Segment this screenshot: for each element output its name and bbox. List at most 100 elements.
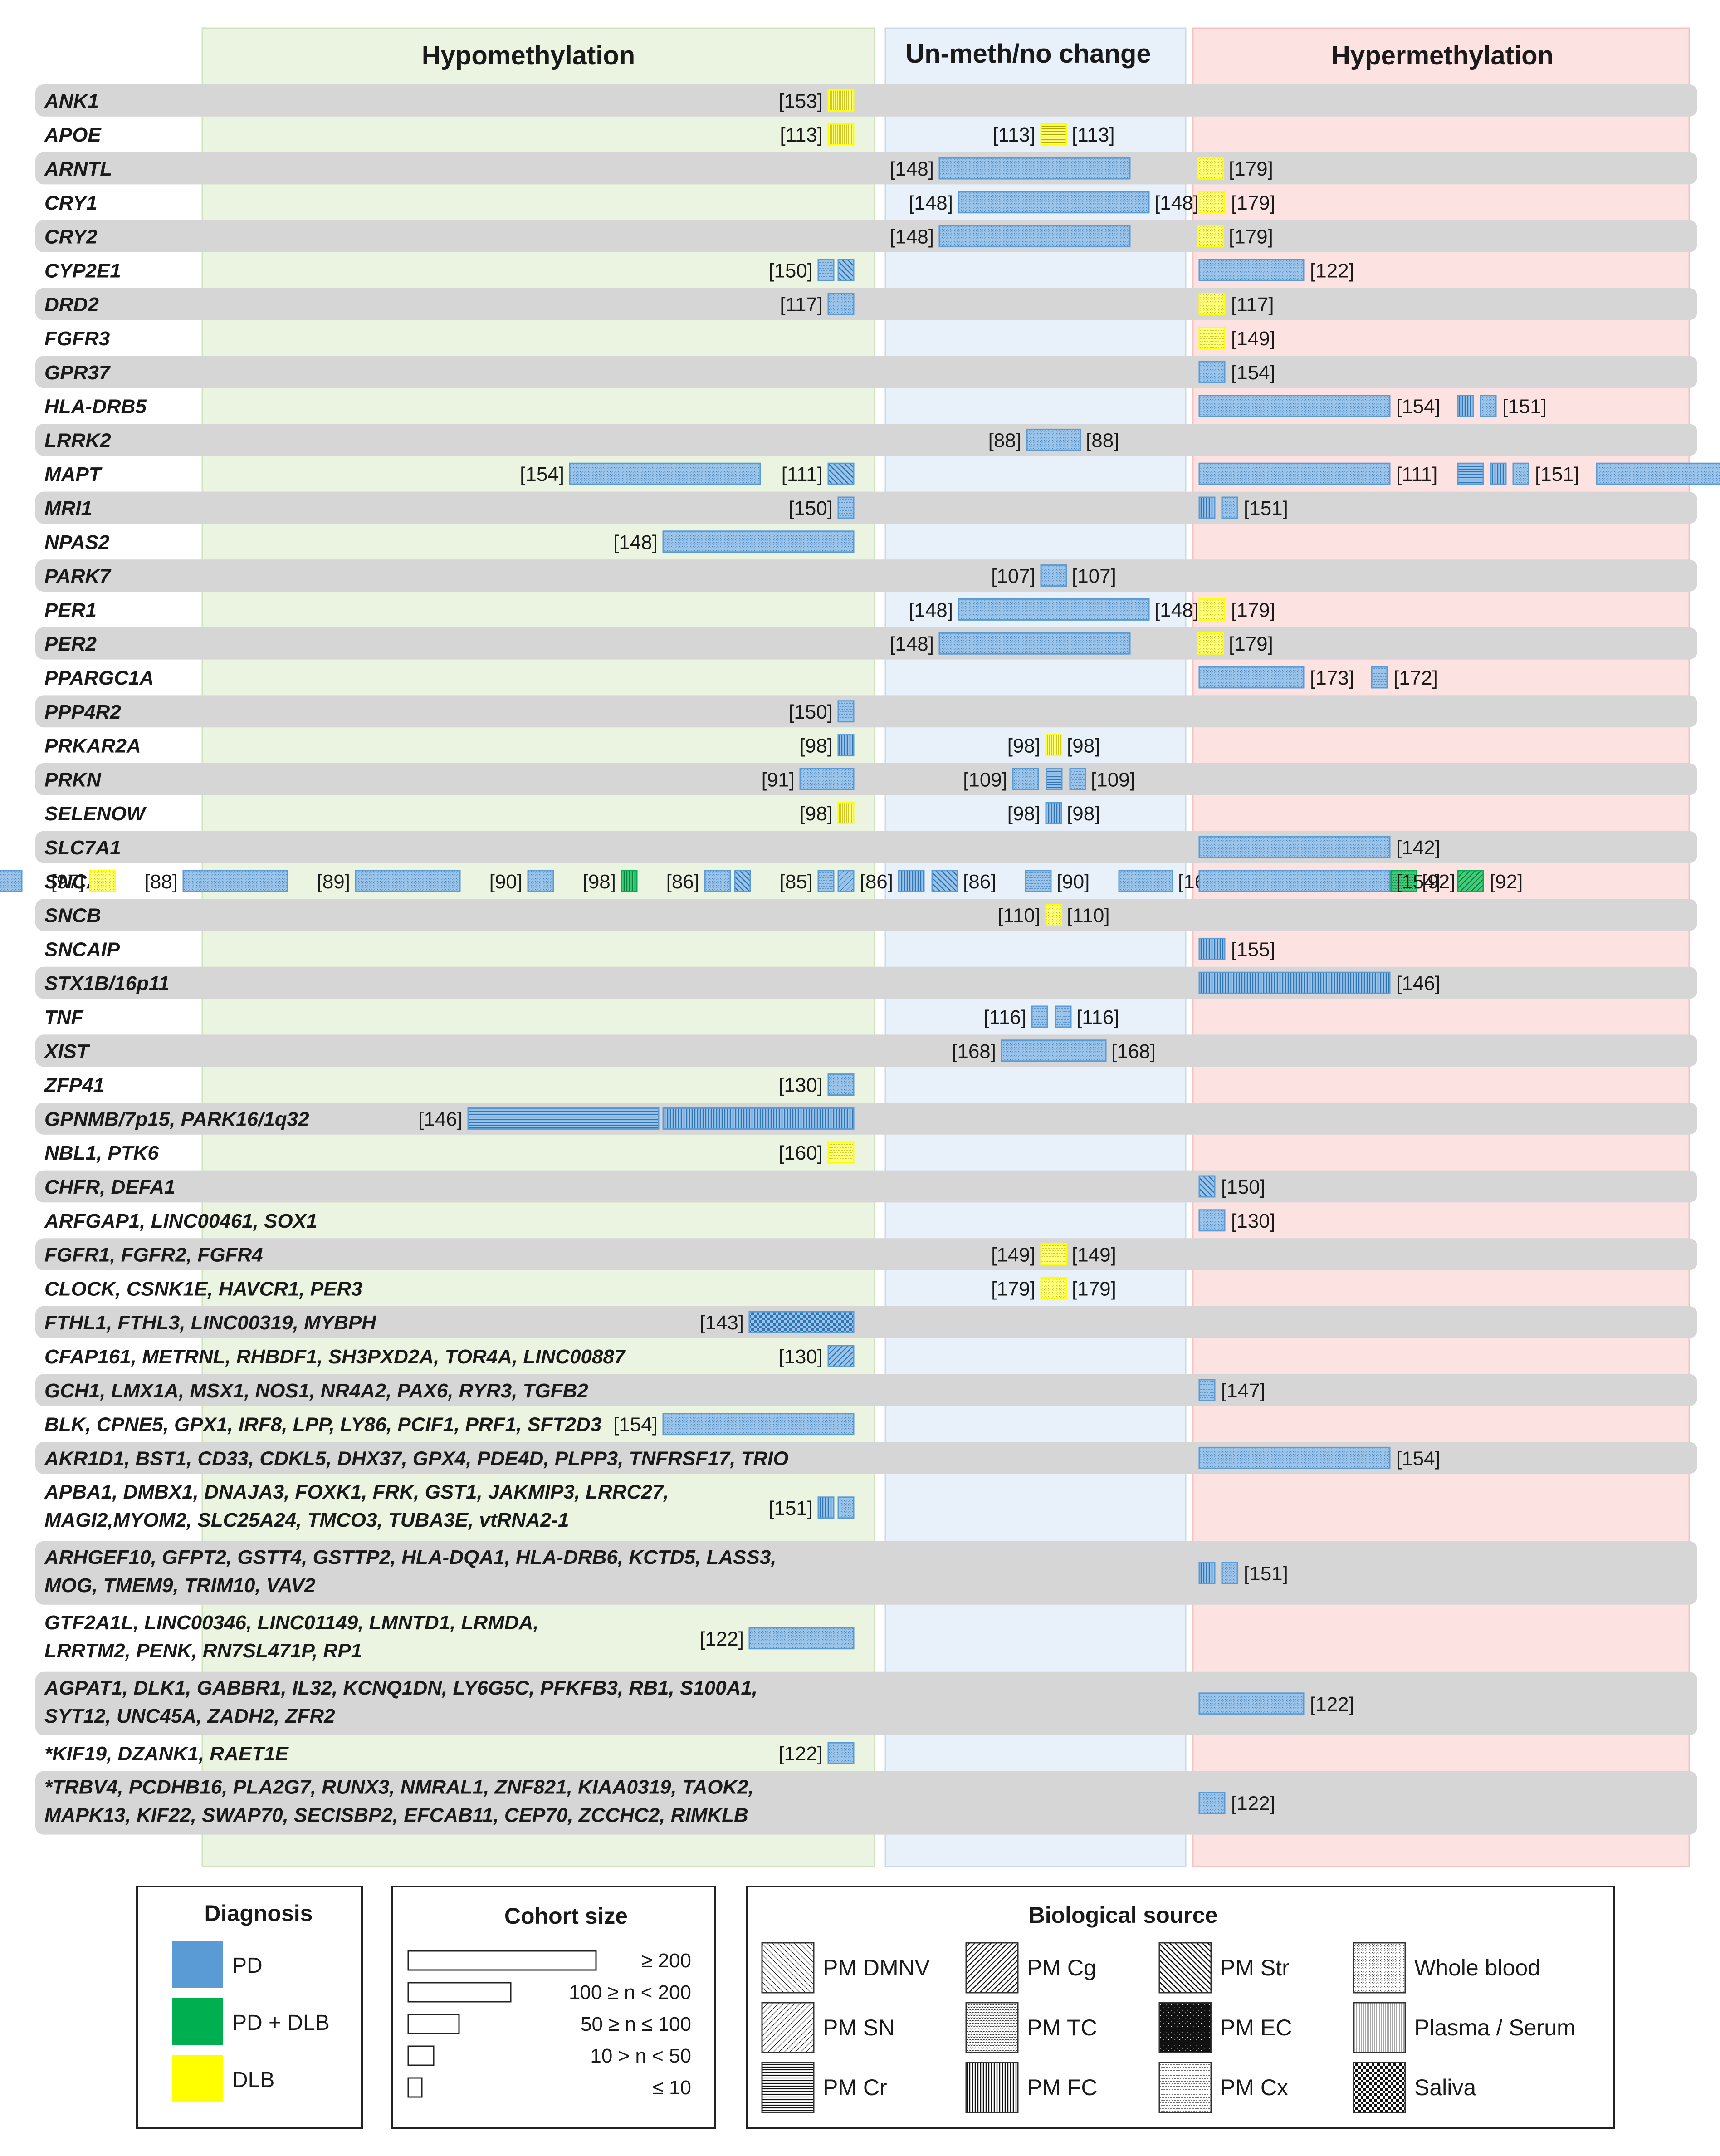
- citation-fgfr1-fgfr2-fgfr4-149: [149]: [1072, 1244, 1116, 1266]
- citation-mri1-151: [151]: [1244, 497, 1288, 519]
- citation-sncb-110: [110]: [997, 905, 1041, 927]
- row-stripe: [35, 627, 1697, 660]
- legend-source-swatch-saliva: [1353, 2062, 1406, 2113]
- mark-cry1-179: [1198, 191, 1226, 214]
- gene-label: XIST: [43, 1040, 90, 1063]
- legend-source-label-pm-str: PM Str: [1220, 1955, 1290, 1980]
- citation-ank1-153: [153]: [778, 90, 823, 112]
- legend-cohort-box: [391, 1886, 716, 2129]
- mark-arhgef10-gfpt2-gstt4-gsttp2-hla-dqa1-hla-drb6-kctd5-lass3-151: [1198, 1562, 1216, 1584]
- gene-label: AKR1D1, BST1, CD33, CDKL5, DHX37, GPX4, …: [44, 1447, 789, 1470]
- citation-gch1-lmx1a-msx1-nos1-nr4a2-pax6-ryr3-tgfb2-147: [147]: [1221, 1380, 1266, 1402]
- row-stripe: [35, 559, 1697, 592]
- mark-cry1-148: [958, 191, 1150, 214]
- legend-swatch-pd-dlb: [172, 1998, 223, 2045]
- mark-tnf-116: [1055, 1005, 1072, 1028]
- row-stripe: [35, 1170, 1697, 1203]
- mark-snca-85: [817, 870, 835, 892]
- mark-prkn-109: [1012, 768, 1039, 790]
- legend: Diagnosis Cohort size Biological source …: [136, 1886, 1615, 2129]
- gene-label: *KIF19, DZANK1, RAET1E: [44, 1743, 289, 1765]
- citation-fgfr3-149: [149]: [1231, 328, 1275, 350]
- mark-snca-86: [734, 870, 751, 892]
- mark-cry2-179: [1197, 225, 1224, 248]
- gene-label: ANK1: [44, 90, 99, 112]
- citation-arhgef10-gfpt2-gstt4-gsttp2-hla-dqa1-hla-drb6-kctd5-lass3-151: [151]: [1244, 1563, 1288, 1585]
- citation-park7-107: [107]: [1072, 565, 1116, 588]
- citation-mapt-154: [154]: [520, 463, 564, 485]
- mark-mapt-151: [1490, 462, 1507, 485]
- mark-mapt-154: [569, 462, 761, 485]
- citation-trbv4-pcdhb16-pla2g7-runx3-nmral1-znf821-kiaa0319-taok2-122: [122]: [1231, 1793, 1275, 1815]
- row-stripe: [35, 424, 1697, 456]
- citation-arntl-179: [179]: [1229, 158, 1273, 180]
- row-stripe: [35, 1034, 1697, 1067]
- citation-per2-148: [148]: [889, 633, 934, 655]
- mark-ppargc1a-173: [1198, 666, 1305, 689]
- citation-prkn-109: [109]: [1091, 769, 1135, 791]
- gene-label: CYP2E1: [44, 260, 121, 282]
- row-stripes: [35, 84, 1697, 1835]
- citation-akr1d1-bst1-cd33-cdkl5-dhx37-gpx4-pde4d-plpp3-tnfrsf17-trio-154: [154]: [1396, 1447, 1441, 1470]
- mark-snca-86: [704, 870, 731, 892]
- row-stripe: [35, 1671, 1697, 1735]
- citation-arfgap1-linc00461-sox1-130: [130]: [1231, 1210, 1275, 1232]
- mark-ppp4r2-150: [837, 700, 855, 723]
- citation-xist-168: [168]: [952, 1040, 996, 1063]
- gene-label: GTF2A1L, LINC00346, LINC01149, LMNTD1, L…: [44, 1612, 539, 1634]
- legend-source-label-pm-fc: PM FC: [1027, 2075, 1098, 2100]
- mark-selenow-98: [837, 802, 855, 824]
- gene-label: GPNMB/7p15, PARK16/1q32: [44, 1108, 309, 1130]
- legend-source-swatch-pm-dmnv: [761, 1942, 815, 1994]
- gene-label: GCH1, LMX1A, MSX1, NOS1, NR4A2, PAX6, RY…: [44, 1380, 588, 1402]
- row-stripe: [35, 152, 1697, 185]
- citation-npas2-148: [148]: [613, 531, 658, 554]
- citation-snca-86: [86]: [963, 871, 996, 893]
- citation-selenow-98: [98]: [1067, 803, 1100, 825]
- gene-label: AGPAT1, DLK1, GABBR1, IL32, KCNQ1DN, LY6…: [44, 1677, 757, 1699]
- citation-drd2-117: [117]: [780, 294, 823, 316]
- legend-source-swatch-pm-cx: [1158, 2062, 1212, 2113]
- mark-snca-89: [355, 870, 461, 892]
- mark-selenow-98: [1045, 802, 1062, 824]
- legend-cohort-bar: [407, 2014, 460, 2034]
- mark-gpnmb-7p15-park16-1q32-146: [467, 1107, 660, 1130]
- gene-label: PER1: [44, 599, 97, 621]
- citation-snca-85: [85]: [780, 871, 813, 893]
- citation-snca-88: [88]: [145, 871, 178, 893]
- legend-source-swatch-pm-sn: [761, 2002, 815, 2053]
- legend-source-label-whole-blood: Whole blood: [1414, 1955, 1540, 1980]
- citation-gpr37-154: [154]: [1231, 362, 1275, 384]
- mark-fgfr3-149: [1198, 327, 1226, 349]
- mark-snca-167: [1118, 870, 1173, 892]
- mark-xist-168: [1001, 1039, 1107, 1062]
- header-unmeth: Un-meth/no change: [905, 39, 1151, 69]
- mark-npas2-148: [662, 530, 855, 553]
- citation-mapt-111: [111]: [1396, 463, 1437, 485]
- gene-label: NPAS2: [44, 531, 110, 554]
- gene-label: CLOCK, CSNK1E, HAVCR1, PER3: [44, 1278, 362, 1300]
- citation-agpat1-dlk1-gabbr1-il32-kcnq1dn-ly6g5c-pfkfb3-rb1-s100a1-122: [122]: [1310, 1693, 1354, 1715]
- legend-swatch-dlb: [172, 2055, 223, 2102]
- row-stripe: [35, 831, 1697, 863]
- mark-apba1-dmbx1-dnaja3-foxk1-frk-gst1-jakmip3-lrrc27-151: [817, 1496, 835, 1519]
- mark-trbv4-pcdhb16-pla2g7-runx3-nmral1-znf821-kiaa0319-taok2-122: [1198, 1792, 1226, 1814]
- gene-label: LRRK2: [44, 429, 111, 451]
- mark-arfgap1-linc00461-sox1-130: [1198, 1209, 1226, 1232]
- citation-tnf-116: [116]: [983, 1006, 1026, 1029]
- row-stripe: [35, 1541, 1697, 1605]
- mark-hla-drb5-151: [1457, 395, 1474, 417]
- mark-agpat1-dlk1-gabbr1-il32-kcnq1dn-ly6g5c-pfkfb3-rb1-s100a1-122: [1198, 1692, 1305, 1715]
- mark-stx1b-16p11-146: [1198, 971, 1391, 994]
- mark-gpr37-154: [1198, 361, 1226, 383]
- mark-per2-179: [1197, 632, 1224, 655]
- legend-swatch-pd: [172, 1941, 223, 1988]
- column-headers: Hypomethylation Un-meth/no change Hyperm…: [422, 39, 1554, 70]
- mark-cfap161-metrnl-rhbdf1-sh3pxd2a-tor4a-linc00887-130: [827, 1345, 855, 1367]
- mark-apoe-113: [1040, 123, 1067, 146]
- legend-cohort-label: 50 ≥ n ≤ 100: [581, 2013, 691, 2035]
- gene-label: *TRBV4, PCDHB16, PLA2G7, RUNX3, NMRAL1, …: [44, 1776, 754, 1798]
- gene-label: SNCB: [44, 905, 101, 927]
- legend-source-label-pm-cr: PM Cr: [823, 2075, 887, 2100]
